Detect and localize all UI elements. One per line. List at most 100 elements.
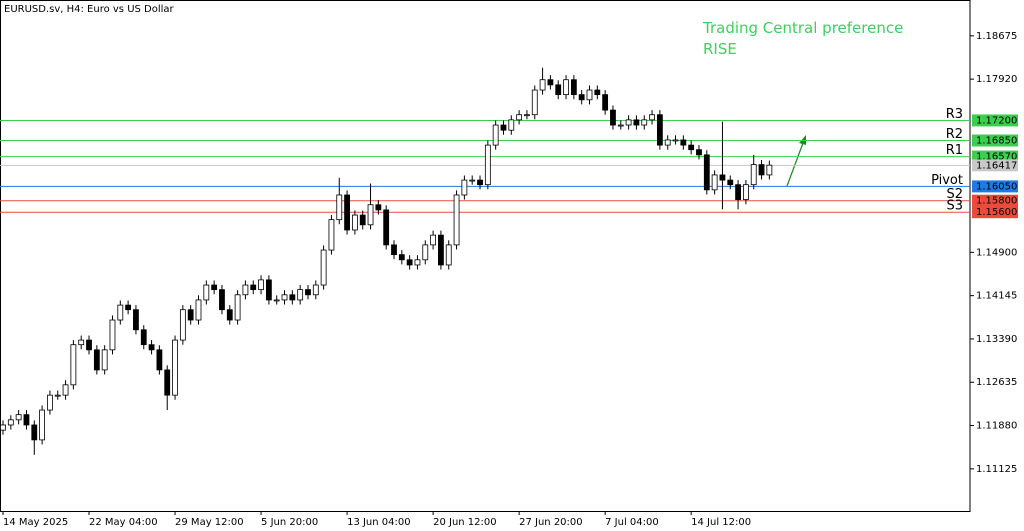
candle-body xyxy=(226,309,233,321)
candle-body xyxy=(133,309,139,331)
candle-body xyxy=(172,339,178,396)
level-name: R1 xyxy=(946,143,963,158)
candle-body xyxy=(0,424,6,431)
candle-body xyxy=(586,89,593,101)
y-tick-label: 1.13390 xyxy=(976,334,1017,345)
candle-body xyxy=(578,94,585,101)
level-value-box xyxy=(972,180,1018,193)
candle-body xyxy=(328,219,335,251)
candle-body xyxy=(563,79,569,96)
candle-body xyxy=(445,244,452,266)
candle-body xyxy=(305,289,311,296)
y-tick-label: 1.14145 xyxy=(976,291,1017,302)
candle-body xyxy=(23,414,30,426)
candle-body xyxy=(664,139,671,146)
candle-body xyxy=(125,304,132,311)
candle-body xyxy=(383,209,390,246)
y-tick-label: 1.14900 xyxy=(976,247,1017,258)
level-value-label: 1.15600 xyxy=(976,207,1017,218)
candle-body xyxy=(164,369,171,396)
candle-body xyxy=(219,289,225,311)
candle-body xyxy=(414,259,421,266)
candle-body xyxy=(453,194,460,246)
x-tick-label: 27 Jun 20:00 xyxy=(519,517,583,528)
candle-body xyxy=(187,309,194,321)
level-name: R2 xyxy=(946,127,963,142)
candle-body xyxy=(156,349,163,371)
candle-body xyxy=(7,419,14,426)
x-tick-label: 7 Jul 04:00 xyxy=(605,517,659,528)
level-name: S2 xyxy=(946,187,963,202)
candle-body xyxy=(398,254,405,261)
candle-body xyxy=(516,114,523,121)
candle-body xyxy=(258,279,264,291)
candle-body xyxy=(750,164,757,186)
candle-body xyxy=(297,289,304,301)
candle-body xyxy=(234,294,241,321)
level-value-label: 1.16570 xyxy=(976,152,1017,163)
candle-body xyxy=(273,299,280,302)
level-value-label: 1.17200 xyxy=(976,115,1017,126)
candle-body xyxy=(602,94,609,111)
annotation: Trading Central preference xyxy=(702,19,903,37)
candle-body xyxy=(703,154,710,191)
candle-body xyxy=(336,194,343,221)
level-name: Pivot xyxy=(931,173,963,188)
level-value-box xyxy=(972,134,1018,147)
candle-body xyxy=(594,89,601,96)
candle-body xyxy=(656,114,663,146)
candle-body xyxy=(250,284,257,291)
candle-body xyxy=(289,294,296,301)
x-tick-label: 14 Jul 12:00 xyxy=(691,517,751,528)
candle-body xyxy=(430,234,437,246)
candle-body xyxy=(70,344,77,386)
y-tick-label: 1.12635 xyxy=(976,377,1017,388)
candle-body xyxy=(570,79,577,96)
level-value-label: 1.16050 xyxy=(976,181,1017,192)
candle-body xyxy=(555,84,562,96)
y-tick-label: 1.18675 xyxy=(976,31,1017,42)
candle-body xyxy=(539,79,546,91)
candle-body xyxy=(265,279,272,301)
candle-body xyxy=(672,139,679,142)
candle-body xyxy=(625,119,632,126)
candle-body xyxy=(242,284,249,296)
candle-body xyxy=(54,394,61,397)
candle-body xyxy=(148,344,155,351)
candle-body xyxy=(312,284,319,296)
candle-body xyxy=(281,294,288,301)
candle-body xyxy=(15,414,22,421)
candle-body xyxy=(469,179,476,182)
candle-body xyxy=(719,174,726,181)
current-price-box xyxy=(972,159,1018,172)
arrow-head xyxy=(799,135,806,145)
chart-title: EURUSD.sv, H4: Euro vs US Dollar xyxy=(4,4,175,15)
candle-body xyxy=(117,304,124,321)
candle-body xyxy=(680,139,687,146)
candle-body xyxy=(508,119,515,131)
candle-body xyxy=(406,259,413,266)
y-tick-label: 1.17920 xyxy=(976,74,1017,85)
candle-body xyxy=(39,409,45,441)
candle-body xyxy=(367,204,374,226)
candle-body xyxy=(711,174,718,191)
candle-body xyxy=(211,284,218,291)
candle-body xyxy=(351,214,358,231)
candle-body xyxy=(743,184,749,200)
level-value-label: 1.15800 xyxy=(976,196,1017,207)
candle-body xyxy=(195,299,202,321)
candle-body xyxy=(696,149,702,156)
candle-body xyxy=(649,114,655,121)
level-value-box xyxy=(972,206,1018,219)
candle-body xyxy=(688,144,695,151)
plot-frame xyxy=(0,0,971,512)
candle-body xyxy=(735,184,741,200)
candle-body xyxy=(531,89,538,116)
current-price-label: 1.16417 xyxy=(976,160,1017,171)
annotation: RISE xyxy=(703,40,737,58)
candle-body xyxy=(438,234,444,266)
candle-body xyxy=(500,124,507,131)
y-tick-label: 1.11125 xyxy=(976,464,1017,475)
candle-body xyxy=(547,79,554,86)
